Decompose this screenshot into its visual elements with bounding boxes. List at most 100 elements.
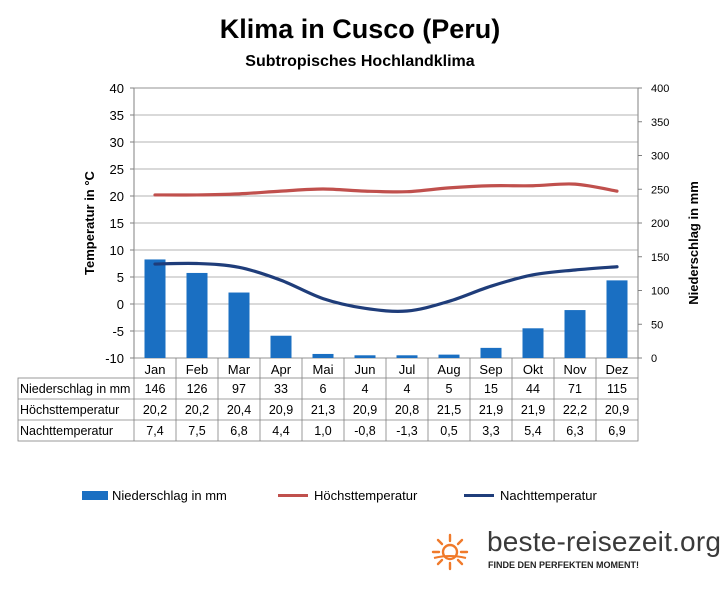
x-tick-label: Nov [563,362,587,377]
bar-niederschlag [144,259,166,358]
table-cell: 4 [404,382,411,396]
y-tick-label-left: 25 [110,162,124,177]
table-cell: -1,3 [396,424,418,438]
y-tick-label-right: 0 [651,353,657,365]
table-cell: 126 [187,382,208,396]
table-cell: 4 [362,382,369,396]
legend-swatch-line [278,494,308,497]
table-cell: 21,9 [479,403,503,417]
legend-swatch-line [464,494,494,497]
bar-niederschlag [354,355,376,358]
y-tick-label-right: 250 [651,184,669,196]
table-cell: 21,3 [311,403,335,417]
y-tick-label-left: 0 [117,297,124,312]
x-tick-label: Sep [479,362,502,377]
legend-item-hoechsttemperatur: Höchsttemperatur [278,488,417,503]
bar-niederschlag [270,335,292,358]
brand-tagline: FINDE DEN PERFEKTEN MOMENT! [488,560,640,570]
table-cell: 6 [320,382,327,396]
legend-label: Niederschlag in mm [112,488,227,503]
y-tick-label-left: 5 [117,270,124,285]
x-tick-label: Mai [313,362,334,377]
bar-niederschlag [186,272,208,358]
bar-niederschlag [438,354,460,358]
table-cell: 20,8 [395,403,419,417]
sun-icon [431,533,469,571]
table-cell: 22,2 [563,403,587,417]
table-cell: 20,9 [605,403,629,417]
y-tick-label-left: -10 [105,351,124,366]
table-cell: -0,8 [354,424,376,438]
bar-niederschlag [480,347,502,358]
bar-niederschlag [564,310,586,358]
y-tick-label-left: 40 [110,81,124,96]
x-tick-label: Okt [523,362,544,377]
table-cell: 5,4 [524,424,541,438]
y-tick-label-left: 30 [110,135,124,150]
table-cell: 20,9 [353,403,377,417]
legend-swatch-bar [82,491,108,500]
y-tick-label-left: 20 [110,189,124,204]
table-cell: 44 [526,382,540,396]
table-cell: 5 [446,382,453,396]
table-cell: 6,3 [566,424,583,438]
brand-logo[interactable]: beste-reisezeit.org FINDE DEN PERFEKTEN … [430,526,720,593]
table-cell: 20,2 [185,403,209,417]
data-table [17,377,639,442]
table-cell: 0,5 [440,424,457,438]
table-cell: 115 [607,382,627,396]
x-tick-label: Feb [186,362,208,377]
table-cell: 21,9 [521,403,545,417]
table-cell: 6,8 [230,424,247,438]
x-tick-label: Jan [145,362,166,377]
bar-niederschlag [522,328,544,358]
legend-item-nachttemperatur: Nachttemperatur [464,488,597,503]
table-cell: 4,4 [272,424,289,438]
table-cell: 20,2 [143,403,167,417]
bar-niederschlag [606,280,628,358]
chart-subtitle: Subtropisches Hochlandklima [245,53,475,70]
y-tick-label-right: 400 [651,83,669,95]
legend-label: Höchsttemperatur [314,488,418,503]
line-hoechsttemperatur [153,182,619,197]
y-tick-label-left: 10 [110,243,124,258]
table-cell: 3,3 [482,424,499,438]
table-cell: 21,5 [437,403,461,417]
x-tick-label: Apr [271,362,292,377]
bar-niederschlag [228,292,250,358]
x-tick-label: Dez [605,362,628,377]
table-cell: 71 [568,382,582,396]
bar-niederschlag [312,353,334,358]
x-tick-label: Mar [228,362,251,377]
y-tick-label-right: 150 [651,252,669,264]
y-axis-label-left: Temperatur in °C [82,170,97,275]
y-tick-label-right: 50 [651,319,663,331]
legend-label: Nachttemperatur [500,488,597,503]
line-nachttemperatur [153,261,619,313]
table-cell: 7,4 [146,424,163,438]
table-row-label: Nachttemperatur [20,424,113,438]
table-cell: 1,0 [314,424,331,438]
table-cell: 7,5 [188,424,205,438]
bar-niederschlag [396,355,418,358]
x-tick-label: Jun [355,362,376,377]
y-tick-label-right: 200 [651,218,669,230]
y-tick-label-left: 15 [110,216,124,231]
table-cell: 97 [232,382,246,396]
y-tick-label-right: 350 [651,117,669,129]
table-row-label: Niederschlag in mm [20,382,130,396]
y-axis-label-right: Niederschlag in mm [686,181,701,305]
climate-chart: -10-505101520253035400501001502002503003… [17,81,701,442]
table-cell: 15 [484,382,498,396]
table-cell: 20,9 [269,403,293,417]
y-tick-label-left: -5 [112,324,124,339]
table-cell: 33 [274,382,288,396]
table-cell: 6,9 [608,424,625,438]
y-tick-label-right: 100 [651,286,669,298]
table-cell: 20,4 [227,403,251,417]
x-tick-label: Jul [399,362,416,377]
table-cell: 146 [145,382,166,396]
table-row-label: Höchsttemperatur [20,403,119,417]
chart-title: Klima in Cusco (Peru) [219,14,501,44]
x-tick-label: Aug [437,362,460,377]
